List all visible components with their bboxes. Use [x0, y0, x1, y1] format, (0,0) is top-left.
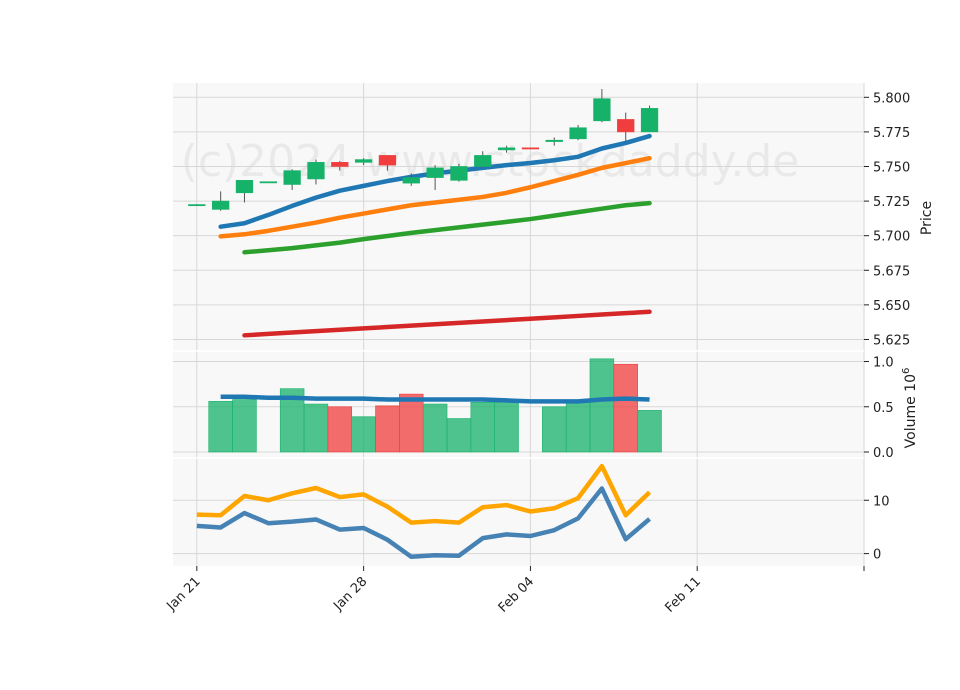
candle-body	[402, 177, 420, 184]
volume-bar	[446, 418, 472, 453]
candle-body	[354, 159, 373, 163]
volume-bar	[637, 410, 662, 453]
price-tick-label: 5.650	[873, 299, 910, 314]
volume-bars	[208, 358, 662, 453]
candle-body	[426, 167, 444, 178]
price-tick-label: 5.750	[873, 160, 910, 175]
volume-bar	[351, 416, 376, 453]
candle-body	[640, 108, 659, 133]
price-tick-label: 5.800	[873, 91, 910, 106]
indicator-line	[196, 486, 652, 560]
volume-bar	[542, 406, 567, 453]
candle-body	[307, 162, 325, 180]
candle-body	[497, 147, 516, 151]
price-tick-label: 5.675	[873, 264, 910, 279]
volume-bar	[208, 401, 233, 453]
volume-bar	[565, 401, 591, 453]
volume-average-line	[220, 394, 650, 404]
candle-body	[212, 200, 230, 210]
x-tick-label: Jan 21	[164, 574, 204, 614]
candlesticks	[188, 89, 659, 211]
volume-bar	[232, 399, 257, 453]
price-tick-label: 5.725	[873, 195, 910, 210]
volume-tick-label: 1.0	[873, 356, 894, 371]
volume-bar	[375, 405, 400, 453]
x-tick-label: Feb 04	[496, 574, 538, 616]
volume-bar	[470, 401, 495, 453]
volume-axis-label-text: Volume 10	[903, 374, 919, 448]
candle-body	[378, 155, 397, 166]
candle-body	[474, 155, 492, 167]
price-tick-label: 5.700	[873, 230, 910, 245]
indicator-line	[196, 463, 652, 525]
volume-bar	[399, 393, 424, 453]
volume-bar	[327, 406, 353, 453]
candle-body	[331, 162, 349, 167]
candle-body	[235, 180, 254, 194]
volume-tick-label: 0.0	[873, 446, 894, 461]
price-axis-label: Price	[919, 201, 935, 235]
price-tick-label: 5.625	[873, 333, 910, 348]
volume-bar	[613, 363, 638, 453]
candle-body	[617, 119, 635, 133]
candle-body	[593, 98, 611, 122]
candle-body	[521, 147, 540, 150]
candle-body	[569, 127, 587, 140]
price-panel-background	[173, 83, 864, 351]
volume-axis-exponent: 6	[901, 368, 912, 374]
moving-average-line	[218, 155, 652, 239]
x-tick-label: Jan 28	[330, 574, 370, 614]
candle-body	[450, 166, 468, 181]
candle-body	[545, 139, 563, 142]
indicator-panel-background	[173, 458, 864, 566]
candle-body	[188, 204, 206, 207]
price-tick-label: 5.775	[873, 126, 910, 141]
volume-bar	[422, 403, 448, 453]
volume-bar	[303, 403, 329, 453]
x-tick-label: Feb 11	[663, 574, 705, 616]
volume-bar	[589, 358, 615, 453]
candle-body	[259, 181, 277, 184]
volume-bar	[494, 401, 519, 453]
moving-average-line	[242, 200, 652, 255]
volume-axis-label: Volume 106	[901, 368, 919, 449]
indicator-tick-label: 10	[873, 494, 890, 509]
indicator-tick-label: 0	[873, 548, 881, 563]
candle-body	[283, 170, 301, 185]
indicator-lines	[196, 463, 652, 560]
volume-tick-label: 0.5	[873, 401, 894, 416]
moving-average-line	[242, 309, 652, 338]
axes	[196, 96, 869, 571]
